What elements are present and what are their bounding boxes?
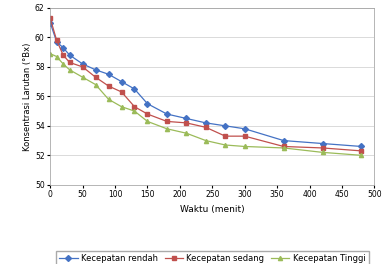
Kecepatan sedang: [184, 121, 189, 124]
Kecepatan Tinggi: [203, 139, 208, 142]
X-axis label: Waktu (menit): Waktu (menit): [180, 205, 245, 214]
Line: Kecepatan rendah: Kecepatan rendah: [48, 21, 364, 149]
Kecepatan rendah: [132, 87, 137, 91]
Kecepatan Tinggi: [223, 143, 228, 147]
Kecepatan sedang: [80, 65, 85, 68]
Kecepatan sedang: [359, 149, 364, 153]
Kecepatan sedang: [164, 120, 169, 123]
Kecepatan Tinggi: [48, 52, 52, 55]
Kecepatan Tinggi: [106, 98, 111, 101]
Kecepatan rendah: [281, 139, 286, 142]
Kecepatan Tinggi: [359, 154, 364, 157]
Kecepatan sedang: [48, 17, 52, 20]
Kecepatan sedang: [61, 54, 66, 57]
Kecepatan Tinggi: [164, 127, 169, 130]
Kecepatan Tinggi: [281, 146, 286, 149]
Kecepatan sedang: [54, 39, 59, 42]
Kecepatan rendah: [48, 21, 52, 24]
Kecepatan Tinggi: [242, 145, 247, 148]
Kecepatan sedang: [242, 135, 247, 138]
Kecepatan Tinggi: [119, 105, 124, 108]
Kecepatan rendah: [359, 145, 364, 148]
Kecepatan rendah: [203, 121, 208, 124]
Kecepatan sedang: [67, 61, 72, 64]
Kecepatan sedang: [145, 112, 150, 116]
Kecepatan sedang: [106, 84, 111, 88]
Y-axis label: Konsentrasi Larutan (°Bx): Konsentrasi Larutan (°Bx): [23, 42, 32, 150]
Kecepatan Tinggi: [67, 68, 72, 71]
Kecepatan sedang: [223, 135, 228, 138]
Kecepatan Tinggi: [61, 62, 66, 65]
Kecepatan Tinggi: [132, 110, 137, 113]
Kecepatan sedang: [320, 146, 325, 149]
Kecepatan sedang: [203, 126, 208, 129]
Kecepatan Tinggi: [320, 151, 325, 154]
Legend: Kecepatan rendah, Kecepatan sedang, Kecepatan Tinggi: Kecepatan rendah, Kecepatan sedang, Kece…: [56, 251, 369, 264]
Kecepatan Tinggi: [54, 55, 59, 58]
Kecepatan sedang: [119, 90, 124, 93]
Kecepatan rendah: [119, 80, 124, 83]
Kecepatan sedang: [93, 76, 98, 79]
Line: Kecepatan Tinggi: Kecepatan Tinggi: [48, 51, 364, 157]
Kecepatan sedang: [281, 145, 286, 148]
Kecepatan rendah: [93, 68, 98, 71]
Kecepatan rendah: [145, 102, 150, 105]
Kecepatan rendah: [320, 142, 325, 145]
Kecepatan rendah: [106, 73, 111, 76]
Kecepatan rendah: [61, 46, 66, 49]
Kecepatan rendah: [67, 54, 72, 57]
Kecepatan rendah: [242, 127, 247, 130]
Line: Kecepatan sedang: Kecepatan sedang: [48, 16, 364, 153]
Kecepatan rendah: [80, 62, 85, 65]
Kecepatan rendah: [223, 124, 228, 128]
Kecepatan sedang: [132, 105, 137, 108]
Kecepatan Tinggi: [145, 120, 150, 123]
Kecepatan rendah: [164, 112, 169, 116]
Kecepatan Tinggi: [80, 76, 85, 79]
Kecepatan rendah: [184, 117, 189, 120]
Kecepatan Tinggi: [93, 83, 98, 86]
Kecepatan rendah: [54, 40, 59, 43]
Kecepatan Tinggi: [184, 132, 189, 135]
